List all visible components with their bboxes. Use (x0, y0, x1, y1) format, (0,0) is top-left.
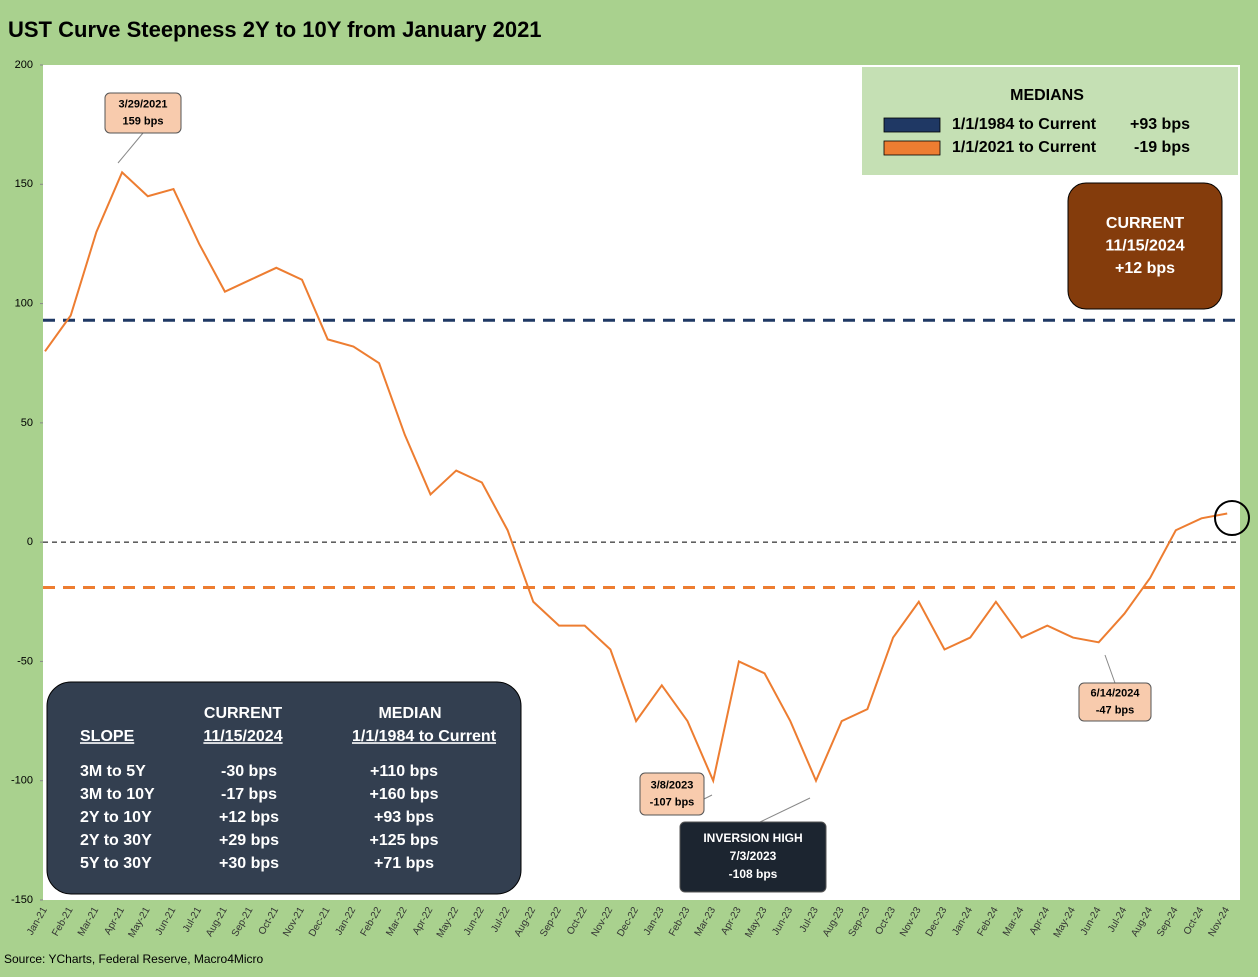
callout-text: 6/14/2024 (1091, 687, 1141, 699)
callout-box (104, 92, 182, 134)
table-cell: 5Y to 30Y (80, 855, 152, 872)
table-cell: +93 bps (374, 809, 434, 826)
table-header: CURRENT (204, 705, 282, 722)
table-cell: +160 bps (370, 786, 439, 803)
table-cell: +71 bps (374, 855, 434, 872)
table-cell: -17 bps (221, 786, 277, 803)
legend-value: +93 bps (1130, 116, 1190, 133)
callout-box (639, 772, 705, 816)
callout-leader (759, 797, 811, 823)
callout-text: -108 bps (729, 867, 778, 881)
table-cell: 2Y to 30Y (80, 832, 152, 849)
table-cell: +12 bps (219, 809, 279, 826)
table-cell: -30 bps (221, 763, 277, 780)
table-header: 1/1/1984 to Current (352, 728, 497, 745)
callout-box (1078, 682, 1152, 722)
legend-swatch (883, 117, 941, 133)
callout-text: -47 bps (1096, 704, 1135, 716)
current-text: +12 bps (1115, 260, 1175, 277)
table-cell: +125 bps (370, 832, 439, 849)
callout-text: -107 bps (650, 796, 695, 808)
y-tick-label: 150 (15, 178, 33, 190)
table-header: 11/15/2024 (203, 728, 282, 745)
callout-box (679, 821, 827, 893)
callout-leader (1104, 654, 1116, 684)
y-tick-label: -150 (11, 894, 33, 906)
y-tick-label: 200 (15, 59, 33, 71)
current-box (1067, 182, 1223, 310)
data-line (44, 170, 1228, 784)
legend-swatch (883, 140, 941, 156)
highlight-circle (1214, 500, 1250, 536)
callout-text: 159 bps (123, 115, 164, 127)
chart-title: UST Curve Steepness 2Y to 10Y from Janua… (8, 17, 542, 42)
table-cell: 3M to 5Y (80, 763, 146, 780)
callout-text: INVERSION HIGH (703, 831, 802, 845)
callout-text: 3/8/2023 (651, 779, 694, 791)
table-box (46, 681, 522, 895)
source: Source: YCharts, Federal Reserve, Macro4… (4, 952, 264, 966)
table-cell: +110 bps (370, 763, 438, 780)
y-tick-label: -100 (11, 775, 33, 787)
table-cell: 2Y to 10Y (80, 809, 152, 826)
legend-title: MEDIANS (1010, 87, 1084, 104)
legend-value: -19 bps (1134, 139, 1190, 156)
table-cell: 3M to 10Y (80, 786, 155, 803)
y-tick-label: 100 (15, 297, 33, 309)
y-tick-label: -50 (17, 655, 33, 667)
table-cell: +30 bps (219, 855, 279, 872)
table-header: MEDIAN (378, 705, 441, 722)
callout-leader (117, 132, 144, 164)
current-text: CURRENT (1106, 215, 1184, 232)
y-tick-label: 0 (27, 536, 33, 548)
y-tick-label: 50 (21, 417, 33, 429)
callout-text: 3/29/2021 (119, 98, 168, 110)
legend-label: 1/1/1984 to Current (952, 116, 1097, 133)
table-cell: +29 bps (219, 832, 279, 849)
table-header: SLOPE (80, 728, 135, 745)
current-text: 11/15/2024 (1105, 238, 1184, 255)
callout-text: 7/3/2023 (730, 849, 777, 863)
legend-label: 1/1/2021 to Current (952, 139, 1097, 156)
